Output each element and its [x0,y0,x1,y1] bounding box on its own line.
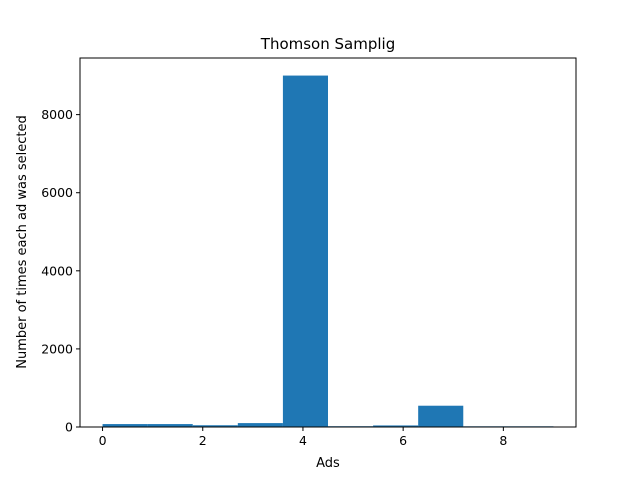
y-tick-label-3: 6000 [41,185,73,200]
x-tick-label-2: 4 [299,433,307,448]
bars [102,75,554,427]
y-axis-label: Number of times each ad was selected [15,115,30,369]
x-axis-label: Ads [316,456,340,471]
bar-7 [418,405,464,427]
x-axis-ticks: 0 2 4 6 8 [99,427,507,448]
y-tick-label-1: 2000 [41,341,73,356]
x-tick-label-4: 8 [499,433,507,448]
bar-6 [373,425,419,427]
bar-0 [102,424,148,427]
chart-title: Thomson Samplig [260,35,395,53]
y-axis-ticks: 0 2000 4000 6000 8000 [41,107,80,435]
x-tick-label-0: 0 [99,433,107,448]
x-tick-label-3: 6 [399,433,407,448]
bar-3 [237,423,283,427]
bar-1 [147,424,193,427]
x-tick-label-1: 2 [199,433,207,448]
y-tick-label-4: 8000 [41,107,73,122]
y-tick-label-2: 4000 [41,263,73,278]
bar-2 [192,425,238,427]
bar-4 [282,75,328,427]
y-tick-label-0: 0 [65,420,73,435]
plot-frame [79,57,577,428]
